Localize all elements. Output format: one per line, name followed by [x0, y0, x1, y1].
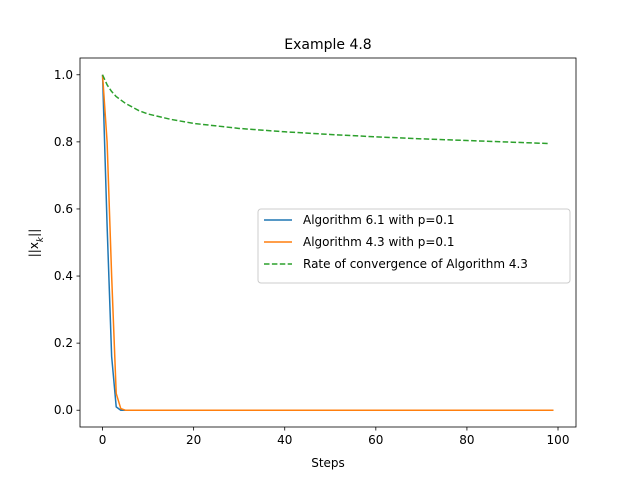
- x-tick-label: 40: [277, 433, 292, 447]
- x-tick-label: 100: [547, 433, 570, 447]
- x-tick-label: 20: [186, 433, 201, 447]
- legend-label-2: Algorithm 4.3 with p=0.1: [303, 235, 455, 249]
- x-tick-label: 0: [99, 433, 107, 447]
- y-tick-label: 0.0: [54, 403, 73, 417]
- axes: 0 20 40 60 80 100 0.0 0.2 0.4 0.6 0.8 1.0: [54, 57, 577, 447]
- y-tick-label: 0.4: [54, 269, 73, 283]
- y-tick-label: 0.8: [54, 135, 73, 149]
- y-tick-label: 0.2: [54, 336, 73, 350]
- legend-label-3: Rate of convergence of Algorithm 4.3: [303, 257, 528, 271]
- y-tick-label: 0.6: [54, 202, 73, 216]
- series-line-2: [101, 74, 554, 411]
- series-line-3: [101, 74, 549, 145]
- legend: Algorithm 6.1 with p=0.1 Algorithm 4.3 wi…: [257, 208, 571, 284]
- y-axis-label: ||xk||: [27, 229, 46, 258]
- legend-label-1: Algorithm 6.1 with p=0.1: [303, 213, 455, 227]
- legend-box: [257, 208, 571, 284]
- y-tick-label: 1.0: [54, 68, 73, 82]
- x-axis-label: Steps: [311, 456, 345, 470]
- x-tick-label: 60: [368, 433, 383, 447]
- plot-frame: [79, 57, 577, 428]
- x-tick-label: 80: [459, 433, 474, 447]
- series-group: [101, 74, 554, 411]
- chart-title: Example 4.8: [284, 37, 371, 53]
